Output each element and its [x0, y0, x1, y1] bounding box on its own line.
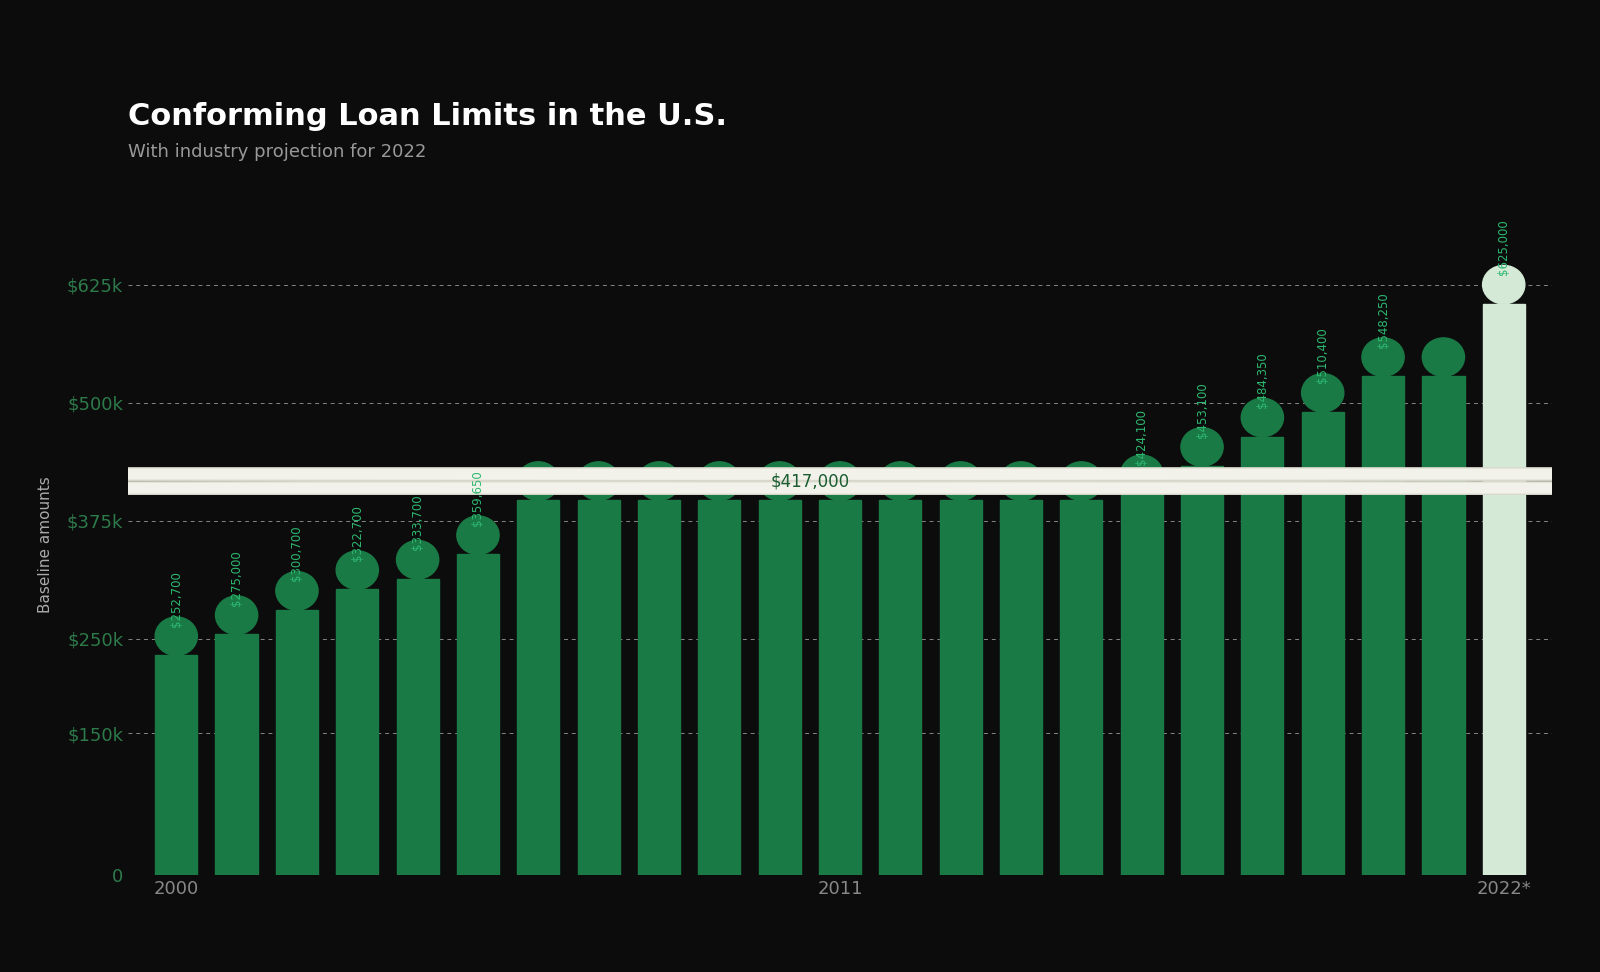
Text: $424,100: $424,100	[1134, 409, 1149, 465]
Ellipse shape	[819, 462, 861, 501]
Text: $484,350: $484,350	[1256, 352, 1269, 408]
Text: $300,700: $300,700	[291, 526, 304, 581]
Bar	[1362, 376, 1405, 875]
Bar	[1422, 376, 1464, 875]
Bar	[1242, 436, 1283, 875]
Text: $510,400: $510,400	[1317, 328, 1330, 383]
Ellipse shape	[517, 462, 560, 501]
Bar	[1483, 304, 1525, 875]
Bar	[275, 610, 318, 875]
Bar	[336, 589, 379, 875]
Bar	[698, 501, 741, 875]
Bar	[819, 501, 861, 875]
Bar	[880, 501, 922, 875]
Ellipse shape	[880, 462, 922, 501]
Ellipse shape	[939, 462, 982, 501]
Bar	[216, 635, 258, 875]
Ellipse shape	[1120, 455, 1163, 494]
Bar	[458, 554, 499, 875]
Ellipse shape	[1362, 338, 1405, 376]
Ellipse shape	[638, 462, 680, 501]
Y-axis label: Baseline amounts: Baseline amounts	[38, 476, 53, 612]
Text: $333,700: $333,700	[411, 495, 424, 550]
Ellipse shape	[336, 551, 379, 589]
Text: Conforming Loan Limits in the U.S.: Conforming Loan Limits in the U.S.	[128, 101, 726, 130]
Text: $252,700: $252,700	[170, 571, 182, 627]
Ellipse shape	[275, 572, 318, 610]
Ellipse shape	[1061, 462, 1102, 501]
Bar	[517, 501, 560, 875]
Bar	[1301, 412, 1344, 875]
Bar	[939, 501, 982, 875]
Ellipse shape	[1422, 338, 1464, 376]
Ellipse shape	[578, 462, 619, 501]
Ellipse shape	[155, 617, 197, 655]
Ellipse shape	[1242, 399, 1283, 436]
Text: $625,000: $625,000	[1498, 220, 1510, 275]
Bar	[1181, 467, 1222, 875]
Bar	[397, 579, 438, 875]
Bar	[578, 501, 619, 875]
Ellipse shape	[1301, 373, 1344, 412]
Ellipse shape	[1181, 428, 1222, 467]
Ellipse shape	[1000, 462, 1042, 501]
Bar	[758, 501, 800, 875]
Ellipse shape	[758, 462, 800, 501]
Bar	[638, 501, 680, 875]
Text: $548,250: $548,250	[1376, 292, 1389, 348]
Text: $453,100: $453,100	[1195, 382, 1208, 437]
Bar	[1000, 501, 1042, 875]
Text: $322,700: $322,700	[350, 504, 363, 561]
Ellipse shape	[216, 596, 258, 635]
Text: With industry projection for 2022: With industry projection for 2022	[128, 143, 426, 161]
Text: $275,000: $275,000	[230, 550, 243, 606]
Bar	[1120, 494, 1163, 875]
Text: $359,650: $359,650	[472, 470, 485, 526]
Text: $417,000: $417,000	[770, 472, 850, 490]
Bar	[1061, 501, 1102, 875]
FancyBboxPatch shape	[0, 468, 1600, 495]
Ellipse shape	[698, 462, 741, 501]
Ellipse shape	[458, 516, 499, 554]
Ellipse shape	[397, 540, 438, 579]
Ellipse shape	[1483, 265, 1525, 304]
Bar	[155, 655, 197, 875]
